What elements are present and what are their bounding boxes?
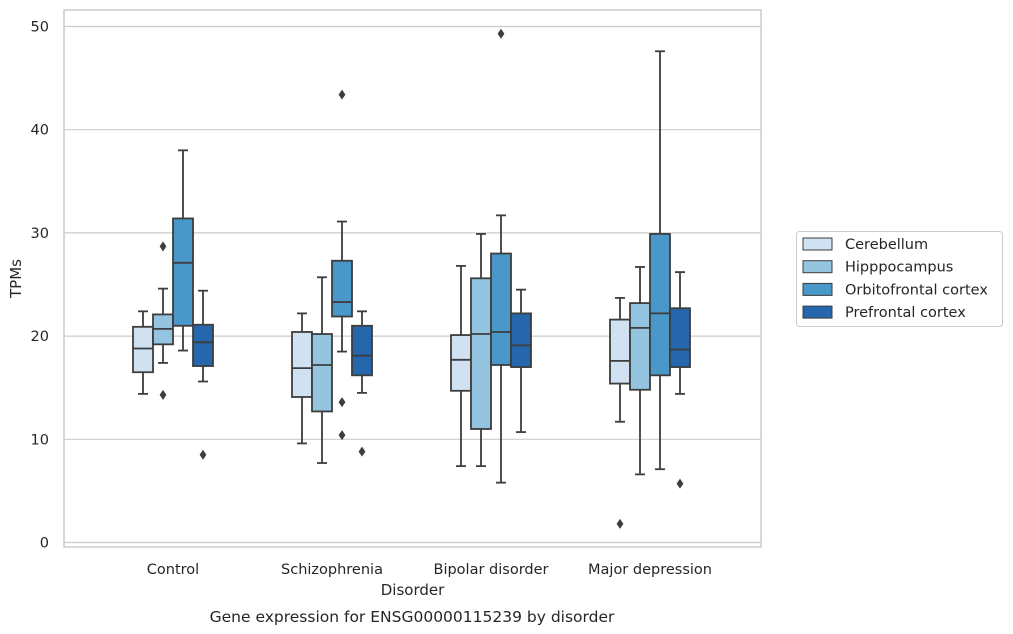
box-iqr bbox=[132, 325, 154, 374]
outlier-point bbox=[338, 89, 346, 100]
legend-label: Prefrontal cortex bbox=[845, 305, 966, 321]
y-tick-label: 0 bbox=[40, 536, 49, 552]
box-cerebellum bbox=[132, 310, 154, 395]
outlier-point bbox=[616, 518, 624, 529]
outlier-point bbox=[338, 397, 346, 408]
x-axis-title: Disorder bbox=[381, 581, 445, 599]
box-iqr bbox=[450, 334, 472, 392]
box-iqr bbox=[490, 252, 512, 366]
box-orbitofrontal-cortex bbox=[490, 28, 512, 484]
legend: Cerebellum Hipppocampus Orbitofrontal cort… bbox=[796, 231, 1003, 327]
box-prefrontal-cortex bbox=[192, 289, 214, 460]
x-tick-label: Schizophrenia bbox=[281, 562, 383, 578]
y-tick-label: 30 bbox=[31, 226, 49, 242]
legend-label: Hipppocampus bbox=[845, 260, 953, 276]
boxes bbox=[132, 28, 691, 529]
legend-label: Orbitofrontal cortex bbox=[845, 282, 988, 298]
box-orbitofrontal-cortex bbox=[649, 50, 671, 471]
outlier-point bbox=[159, 389, 167, 400]
box-iqr bbox=[331, 259, 353, 318]
box-hipppocampus bbox=[311, 276, 333, 464]
box-cerebellum bbox=[450, 265, 472, 468]
box-iqr bbox=[291, 331, 313, 398]
box-cerebellum bbox=[291, 312, 313, 445]
box-orbitofrontal-cortex bbox=[172, 149, 194, 352]
outlier-point bbox=[199, 449, 207, 460]
box-hipppocampus bbox=[152, 241, 174, 400]
y-tick-label: 40 bbox=[31, 123, 49, 139]
legend-frame bbox=[796, 231, 1003, 327]
outlier-point bbox=[497, 28, 505, 39]
outlier-point bbox=[358, 446, 366, 457]
outlier-point bbox=[338, 430, 346, 441]
box-prefrontal-cortex bbox=[351, 310, 373, 457]
outlier-point bbox=[676, 478, 684, 489]
box-iqr bbox=[669, 307, 691, 368]
box-iqr bbox=[311, 333, 333, 413]
box-prefrontal-cortex bbox=[510, 288, 532, 433]
y-axis: 0 10 20 30 40 50 bbox=[31, 20, 49, 552]
y-tick-label: 20 bbox=[31, 329, 49, 345]
y-tick-label: 10 bbox=[31, 432, 49, 448]
y-axis-title: TPMs bbox=[7, 259, 25, 299]
outlier-point bbox=[159, 241, 167, 252]
box-prefrontal-cortex bbox=[669, 271, 691, 489]
box-orbitofrontal-cortex bbox=[331, 89, 353, 441]
x-axis: Control Schizophrenia Bipolar disorder Majo… bbox=[147, 562, 712, 578]
legend-swatch bbox=[802, 237, 833, 251]
legend-swatch bbox=[802, 305, 833, 319]
box-iqr bbox=[510, 312, 532, 368]
box-iqr bbox=[192, 323, 214, 367]
legend-swatch bbox=[802, 260, 833, 274]
x-tick-label: Control bbox=[147, 562, 199, 578]
legend-label: Cerebellum bbox=[845, 237, 928, 253]
plot-frame bbox=[63, 9, 762, 548]
box-cerebellum bbox=[609, 297, 631, 529]
chart-caption: Gene expression for ENSG00000115239 by d… bbox=[210, 608, 615, 626]
x-tick-label: Bipolar disorder bbox=[434, 562, 549, 578]
y-tick-label: 50 bbox=[31, 20, 49, 36]
box-iqr bbox=[609, 318, 631, 385]
box-iqr bbox=[351, 324, 373, 377]
x-tick-label: Major depression bbox=[588, 562, 712, 578]
box-iqr bbox=[629, 302, 651, 391]
legend-swatch bbox=[802, 282, 833, 296]
box-iqr bbox=[470, 277, 492, 430]
box-iqr bbox=[172, 217, 194, 327]
box-iqr bbox=[649, 233, 671, 377]
